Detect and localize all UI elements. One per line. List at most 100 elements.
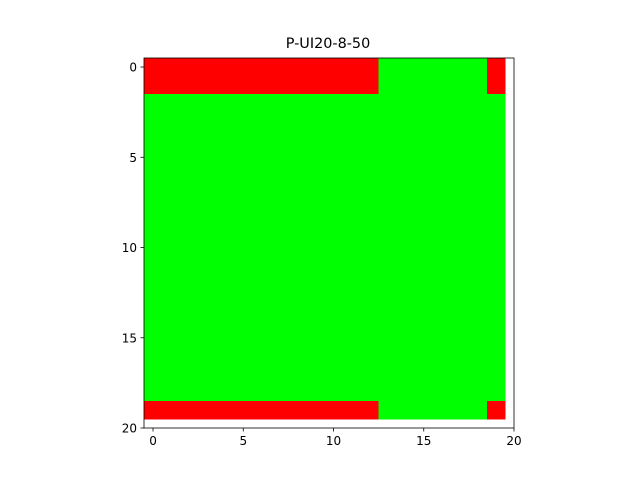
heatmap-cell (288, 112, 307, 131)
heatmap-cell (360, 382, 380, 402)
heatmap-cell (270, 184, 289, 203)
heatmap-cell (288, 400, 307, 420)
heatmap-cell (270, 130, 289, 149)
heatmap-cell (324, 310, 343, 330)
heatmap-cell (378, 58, 398, 77)
heatmap-cell (144, 274, 163, 294)
heatmap-cell (144, 148, 163, 167)
heatmap-cell (432, 202, 452, 221)
heatmap-cell (324, 400, 343, 420)
heatmap-cell (252, 184, 271, 203)
heatmap-cell (180, 148, 199, 167)
heatmap-cell (324, 292, 343, 312)
heatmap-cell (270, 292, 289, 312)
heatmap-cell (378, 310, 398, 330)
heatmap-cell (468, 112, 488, 131)
heatmap-cell (252, 112, 271, 131)
heatmap-cell (162, 274, 181, 294)
heatmap-cell (234, 328, 253, 348)
heatmap-cell (450, 256, 470, 275)
heatmap-cell (324, 346, 343, 366)
heatmap-cell (486, 184, 506, 203)
heatmap-cell (342, 112, 361, 131)
heatmap-cell (360, 112, 380, 131)
heatmap-cell (216, 256, 235, 275)
heatmap-cell (288, 328, 307, 348)
heatmap-cell (252, 346, 271, 366)
heatmap-cell (306, 220, 325, 239)
heatmap-cell (198, 184, 217, 203)
heatmap-cell (486, 346, 506, 366)
heatmap-cell (180, 292, 199, 312)
heatmap-cell (450, 130, 470, 149)
heatmap-cell (306, 76, 325, 95)
heatmap-cell (270, 220, 289, 239)
heatmap-cell (342, 364, 361, 384)
heatmap-cell (486, 220, 506, 239)
heatmap-cell (270, 202, 289, 221)
y-tick-label: 10 (122, 241, 137, 255)
heatmap-cell (396, 202, 416, 221)
heatmap-cell (468, 238, 488, 257)
heatmap-cell (468, 94, 488, 113)
heatmap-cell (144, 238, 163, 257)
heatmap-cell (432, 58, 452, 77)
heatmap-cell (270, 328, 289, 348)
heatmap-cell (252, 220, 271, 239)
heatmap-cell (198, 310, 217, 330)
heatmap-cell (396, 328, 416, 348)
heatmap-cell (288, 166, 307, 185)
heatmap-cell (144, 400, 163, 420)
heatmap-cell (162, 292, 181, 312)
heatmap-cell (180, 202, 199, 221)
heatmap-cell (414, 256, 434, 275)
heatmap-cell (144, 166, 163, 185)
heatmap-cell (270, 148, 289, 167)
heatmap-cell (342, 148, 361, 167)
heatmap-cell (234, 256, 253, 275)
heatmap-cell (324, 58, 343, 77)
x-tick-label: 15 (416, 434, 431, 448)
heatmap-cell (414, 328, 434, 348)
heatmap-cell (450, 364, 470, 384)
heatmap-cell (432, 130, 452, 149)
heatmap-cell (450, 76, 470, 95)
heatmap-cell (288, 220, 307, 239)
heatmap-cell (180, 274, 199, 294)
heatmap-cell (414, 76, 434, 95)
heatmap-cell (324, 382, 343, 402)
heatmap-cell (396, 256, 416, 275)
heatmap-cell (360, 274, 380, 294)
heatmap-cell (378, 274, 398, 294)
heatmap-cell (450, 400, 470, 420)
heatmap-cell (378, 130, 398, 149)
heatmap-cell (306, 58, 325, 77)
heatmap-cell (306, 166, 325, 185)
x-tick-label: 10 (326, 434, 341, 448)
heatmap-cell (360, 346, 380, 366)
heatmap-cell (306, 202, 325, 221)
heatmap-cell (234, 238, 253, 257)
heatmap-cell (432, 364, 452, 384)
heatmap-cell (432, 220, 452, 239)
heatmap-cell (144, 112, 163, 131)
heatmap-cell (216, 166, 235, 185)
heatmap-cell (486, 382, 506, 402)
heatmap-cell (216, 220, 235, 239)
heatmap-cell (468, 400, 488, 420)
heatmap-cell (270, 94, 289, 113)
heatmap-cell (342, 400, 361, 420)
heatmap-cell (252, 364, 271, 384)
heatmap-cell (162, 166, 181, 185)
heatmap-cell (234, 310, 253, 330)
heatmap-cell (270, 256, 289, 275)
heatmap-cell (180, 256, 199, 275)
heatmap-cell (324, 364, 343, 384)
heatmap-cell (162, 238, 181, 257)
heatmap-cell (234, 364, 253, 384)
heatmap-cell (198, 400, 217, 420)
heatmap-cell (234, 400, 253, 420)
heatmap-cell (306, 310, 325, 330)
heatmap-cell (306, 112, 325, 131)
heatmap-cell (468, 364, 488, 384)
